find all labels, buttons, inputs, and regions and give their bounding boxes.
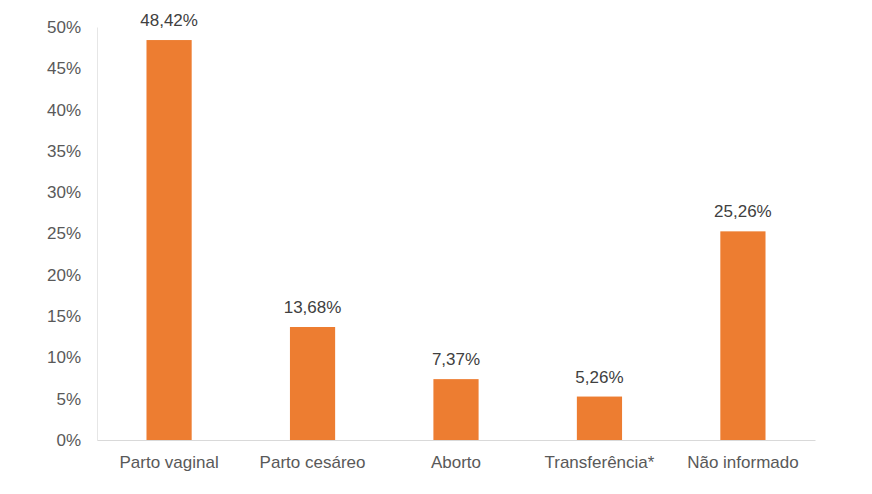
y-tick: 0% xyxy=(56,431,97,450)
x-tick-label: Parto cesáreo xyxy=(260,453,366,472)
y-tick: 35% xyxy=(47,142,97,161)
x-tick-label: Aborto xyxy=(431,453,481,472)
x-tick: Não informado xyxy=(687,440,799,472)
y-axis-line xyxy=(97,28,98,441)
y-tick: 15% xyxy=(47,307,97,326)
plot: 0% 5% 10% 15% 20% 25% 30% 35% 40% 45% 50% Parto vag… xyxy=(47,11,816,472)
x-tick: Aborto xyxy=(431,440,481,472)
y-tick: 5% xyxy=(56,390,97,409)
x-tick-label: Transferência* xyxy=(544,453,654,472)
y-tick: 20% xyxy=(47,266,97,285)
bars xyxy=(146,40,765,440)
y-tick-label: 45% xyxy=(47,59,81,78)
data-label: 5,26% xyxy=(575,368,623,387)
y-tick-label: 35% xyxy=(47,142,81,161)
y-tick-label: 5% xyxy=(56,390,81,409)
y-tick-label: 20% xyxy=(47,266,81,285)
y-tick-label: 50% xyxy=(47,18,81,37)
data-label: 13,68% xyxy=(284,298,342,317)
bar xyxy=(146,40,191,440)
y-tick-label: 15% xyxy=(47,307,81,326)
data-labels: 48,42% 13,68% 7,37% 5,26% 25,26% xyxy=(140,11,771,387)
y-tick-label: 40% xyxy=(47,101,81,120)
data-label: 25,26% xyxy=(714,202,772,221)
chart: 0% 5% 10% 15% 20% 25% 30% 35% 40% 45% 50% Parto vag… xyxy=(0,0,872,494)
x-axis: Parto vaginal Parto cesáreo Aborto Transfer… xyxy=(98,440,816,472)
y-tick-label: 30% xyxy=(47,183,81,202)
y-tick-label: 0% xyxy=(56,431,81,450)
bar xyxy=(433,379,478,440)
y-tick: 40% xyxy=(47,101,97,120)
bar xyxy=(290,327,335,440)
y-tick: 25% xyxy=(47,224,97,243)
x-axis-line xyxy=(98,440,816,441)
x-tick-label: Parto vaginal xyxy=(119,453,218,472)
bar xyxy=(577,397,622,440)
x-tick: Parto vaginal xyxy=(119,440,218,472)
data-label: 7,37% xyxy=(432,350,480,369)
x-tick: Parto cesáreo xyxy=(260,440,366,472)
x-tick: Transferência* xyxy=(544,440,654,472)
y-axis: 0% 5% 10% 15% 20% 25% 30% 35% 40% 45% 50% xyxy=(47,18,98,450)
y-tick: 10% xyxy=(47,348,97,367)
y-tick-label: 25% xyxy=(47,224,81,243)
y-tick: 30% xyxy=(47,183,97,202)
x-tick-label: Não informado xyxy=(687,453,799,472)
y-tick-label: 10% xyxy=(47,348,81,367)
y-tick: 50% xyxy=(47,18,97,37)
bar xyxy=(720,231,765,440)
data-label: 48,42% xyxy=(140,11,198,30)
y-tick: 45% xyxy=(47,59,97,78)
